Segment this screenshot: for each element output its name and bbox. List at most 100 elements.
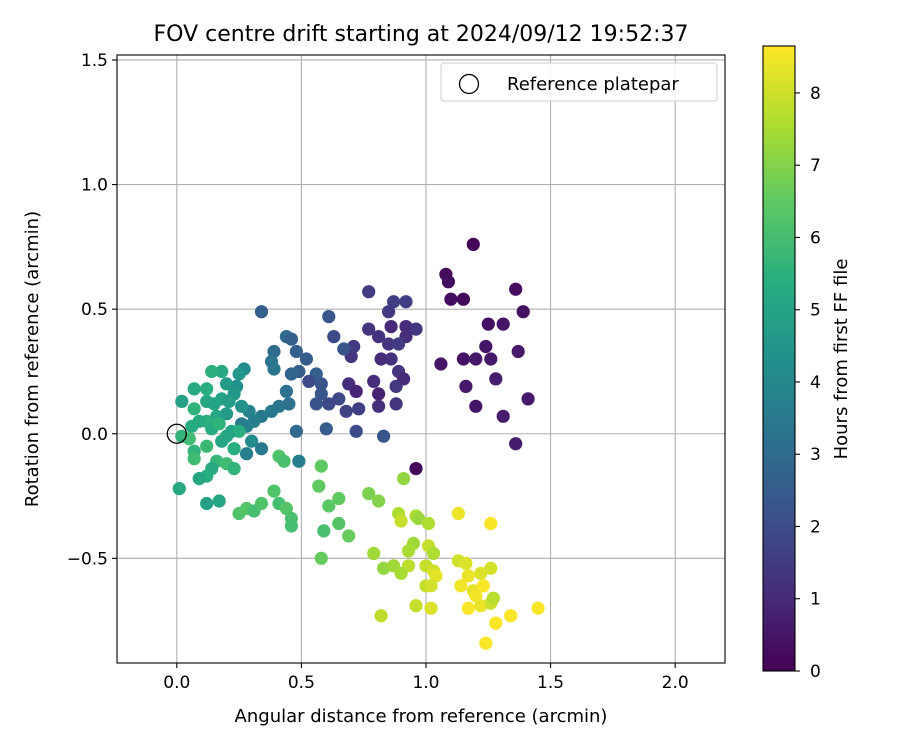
data-point [469, 399, 483, 413]
x-tick-label: 1.0 [412, 673, 439, 693]
data-point [454, 579, 468, 593]
data-point [254, 442, 269, 456]
data-point [339, 404, 353, 418]
colorbar-tick-label: 8 [810, 84, 821, 104]
data-point [389, 397, 403, 411]
data-point [372, 399, 386, 413]
data-point [387, 295, 401, 309]
data-point [399, 320, 413, 334]
data-point [466, 237, 480, 251]
data-point [372, 494, 386, 508]
data-point [516, 305, 530, 319]
data-point [362, 285, 376, 299]
data-point [284, 332, 298, 346]
data-point [292, 454, 306, 468]
data-point [429, 569, 443, 583]
plot-frame [116, 54, 726, 664]
data-point [284, 367, 298, 381]
data-point [317, 524, 331, 538]
data-point [469, 352, 483, 366]
x-axis-ticks: 0.0 0.5 1.0 1.5 2.0 [163, 663, 689, 693]
data-point [267, 362, 281, 376]
colorbar-tick-label: 7 [810, 156, 821, 176]
data-point [332, 491, 346, 506]
data-point [372, 387, 386, 401]
data-point [220, 407, 234, 421]
data-point [362, 487, 376, 501]
data-point [312, 479, 326, 493]
data-point [384, 352, 398, 366]
data-point [192, 472, 206, 486]
legend-label-reference-platepar: Reference platepar [507, 74, 679, 95]
data-point [227, 442, 241, 456]
data-point [245, 434, 259, 448]
data-point [476, 579, 490, 593]
data-point [479, 636, 493, 650]
x-tick-label: 2.0 [662, 673, 689, 693]
data-point [222, 394, 236, 408]
data-point [200, 382, 214, 396]
chart-title: FOV centre drift starting at 2024/09/12 … [154, 22, 689, 47]
data-point [511, 344, 525, 359]
colorbar-tick-label: 3 [810, 445, 821, 465]
data-point [347, 339, 361, 354]
data-point [394, 566, 408, 580]
data-point [456, 292, 470, 306]
data-point [327, 330, 341, 344]
data-point [504, 609, 518, 623]
x-tick-label: 0.0 [163, 673, 190, 693]
data-point [496, 409, 510, 423]
data-point [314, 387, 328, 401]
data-point [459, 379, 473, 393]
data-point [207, 397, 221, 411]
data-point [409, 599, 423, 613]
data-point [486, 591, 500, 605]
data-point [240, 447, 254, 461]
data-point [322, 310, 336, 324]
data-point [481, 317, 495, 331]
data-point [474, 566, 488, 580]
data-point [451, 506, 465, 521]
data-point [426, 546, 441, 561]
colorbar [762, 45, 796, 672]
data-point [459, 556, 473, 570]
colorbar-tick-label: 5 [810, 301, 821, 321]
data-point [382, 337, 396, 351]
data-point [314, 377, 328, 391]
y-axis-label: Rotation from reference (arcmin) [22, 211, 43, 507]
data-point [367, 546, 381, 561]
legend-box [440, 62, 718, 102]
data-point [267, 344, 281, 359]
data-point [227, 462, 241, 476]
y-tick-label: −0.5 [67, 549, 108, 569]
data-point [479, 339, 493, 354]
colorbar-tick-label: 6 [810, 228, 821, 248]
data-point [277, 454, 291, 468]
data-point [187, 402, 201, 416]
data-point [289, 344, 303, 359]
data-point [282, 397, 296, 411]
data-point [367, 374, 381, 388]
grid [117, 55, 725, 663]
data-point [484, 516, 498, 531]
data-point [264, 404, 279, 418]
data-point [212, 417, 226, 431]
data-point [394, 514, 408, 528]
data-point [377, 561, 391, 575]
data-point [205, 364, 219, 379]
data-point [332, 516, 346, 531]
y-tick-label: 1.5 [81, 51, 108, 71]
data-point [279, 384, 293, 398]
data-point [215, 364, 229, 379]
data-point [254, 496, 269, 511]
data-point [232, 424, 246, 438]
data-point [284, 519, 298, 533]
data-point [509, 437, 523, 451]
data-point [489, 372, 503, 386]
data-point [187, 382, 201, 396]
data-point [187, 452, 201, 466]
data-point [424, 579, 438, 593]
data-point [461, 569, 475, 583]
colorbar-label: Hours from first FF file [831, 259, 852, 460]
data-point [509, 282, 523, 296]
